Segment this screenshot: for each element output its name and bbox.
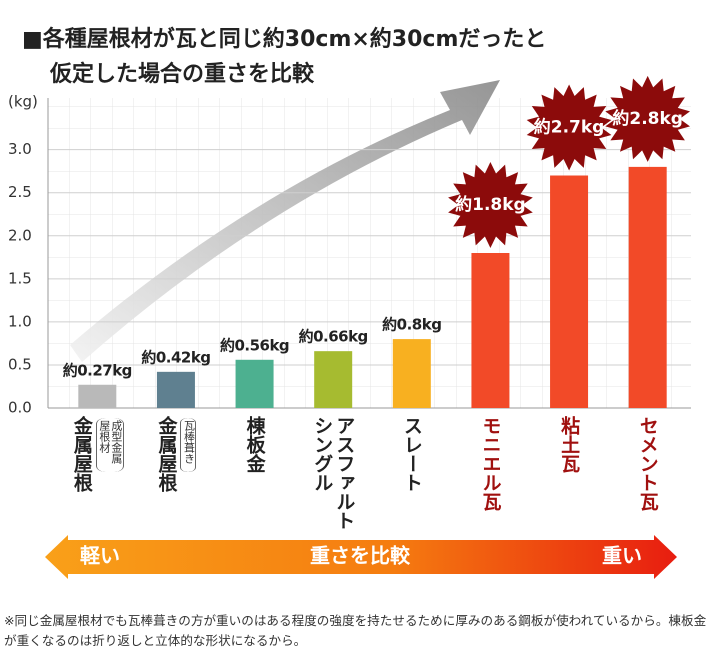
value-label: 約1.8kg (455, 194, 526, 215)
y-tick-label: 2.0 (8, 226, 32, 244)
x-tick-note: 成型金属屋根材 (95, 418, 124, 472)
y-tick-label: 1.5 (8, 269, 32, 287)
value-label: 約0.66kg (299, 328, 368, 346)
chart-title: ■各種屋根材が瓦と同じ約30cm×約30cmだったと (22, 26, 546, 52)
scale-label: 重い (602, 544, 642, 568)
x-tick-group: アスファルトシングル (293, 416, 373, 534)
x-tick-label: 金属屋根 (70, 416, 93, 492)
value-label: 約0.8kg (382, 316, 441, 334)
x-tick-group: スレート (372, 416, 452, 534)
value-label: 約0.27kg (63, 361, 132, 379)
x-tick-group: セメント瓦 (608, 416, 688, 534)
y-tick-label: 0.0 (8, 399, 32, 417)
bar (235, 359, 274, 408)
chart-title: 仮定した場合の重さを比較 (49, 61, 315, 87)
starburst (448, 162, 533, 248)
x-tick-label: 粘土瓦 (558, 416, 581, 473)
value-label: 約2.7kg (534, 117, 605, 138)
trend-arrow (70, 80, 500, 362)
y-tick-label: 3.0 (8, 140, 32, 158)
bar (314, 351, 353, 408)
x-tick-label: スレート (400, 416, 423, 492)
x-tick-group: モニエル瓦 (450, 416, 530, 534)
x-tick-group: 粘土瓦 (529, 416, 609, 534)
x-tick-label: アスファルトシングル (311, 416, 356, 530)
y-tick-label: 2.5 (8, 183, 32, 201)
y-axis-label: (kg) (8, 93, 38, 111)
x-tick-group: 金属屋根 成型金属屋根材 (57, 416, 137, 534)
scale-arrow (45, 535, 677, 579)
bar (628, 166, 667, 408)
bar (392, 339, 431, 408)
scale-label: 軽い (80, 544, 120, 568)
x-tick-note: 瓦棒葺き (180, 418, 197, 472)
bar (156, 371, 195, 408)
value-label: 約0.56kg (220, 336, 289, 354)
y-tick-label: 0.5 (8, 355, 32, 373)
x-tick-label: セメント瓦 (636, 416, 659, 511)
bar (550, 175, 589, 408)
footnote: ※同じ金属屋根材でも瓦棒葺きの方が重いのはある程度の強度を持たせるために厚みのあ… (4, 613, 707, 648)
value-label: 約2.8kg (612, 108, 683, 129)
x-tick-label: 棟板金 (243, 416, 266, 473)
starburst (526, 84, 612, 171)
x-tick-group: 金属屋根 瓦棒葺き (136, 416, 216, 534)
y-tick-label: 1.0 (8, 312, 32, 330)
x-tick-label: 金属屋根 (155, 416, 178, 492)
starburst (605, 75, 690, 162)
x-tick-group: 棟板金 (215, 416, 295, 534)
bar (78, 384, 117, 408)
x-tick-label: モニエル瓦 (479, 416, 502, 511)
scale-label: 重さを比較 (310, 544, 411, 568)
bar (471, 253, 510, 408)
value-label: 約0.42kg (141, 348, 210, 366)
